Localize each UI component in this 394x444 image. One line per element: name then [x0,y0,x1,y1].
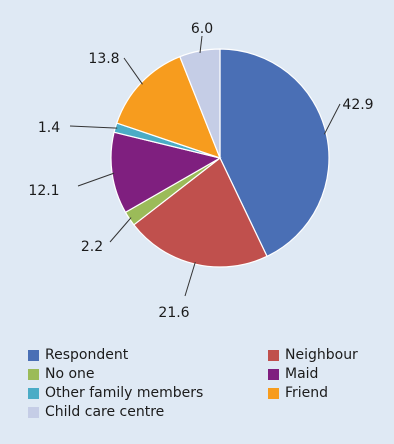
data-label-other-family-members: 1.4 [38,120,60,136]
leader-line-other-family-members [69,125,118,129]
legend-swatch [28,368,39,380]
pie-slice-respondent [219,48,330,258]
leader-line-respondent [323,103,341,135]
legend-label: Other family members [45,385,204,401]
legend-label: Neighbour [285,347,358,363]
legend-item-no-one: No one [28,366,95,382]
legend-item-child-care-centre: Child care centre [28,404,164,420]
legend-swatch [28,387,39,399]
leader-line-no-one [109,217,132,243]
pie-chart-canvas: 42.9 21.6 2.2 12.1 1.4 13.8 6.0 [28,21,373,321]
legend-swatch [268,368,279,380]
legend-label: Respondent [45,347,129,363]
legend-swatch [268,349,279,361]
data-label-maid: 12.1 [28,183,59,199]
leader-line-maid [77,172,115,187]
legend-item-maid: Maid [268,366,318,382]
legend-row: Child care centre [28,404,394,423]
legend-label: No one [45,366,95,382]
leader-line-neighbour [184,261,196,297]
legend-item-neighbour: Neighbour [268,347,358,363]
data-label-no-one: 2.2 [81,239,103,255]
legend-label: Friend [285,385,329,401]
leader-line-child-care-centre [199,35,203,53]
legend-item-other-family-members: Other family members [28,385,203,401]
legend-swatch [28,349,39,361]
legend-swatch [28,406,39,418]
legend-label: Child care centre [45,404,165,420]
data-label-neighbour: 21.6 [158,305,189,321]
legend-label: Maid [285,366,319,382]
legend-item-friend: Friend [268,385,328,401]
data-label-child-care-centre: 6.0 [191,21,213,37]
pie-slice-child-care-centre [179,48,221,159]
legend-swatch [268,387,279,399]
data-label-respondent: 42.9 [342,97,373,113]
leader-line-friend [123,57,143,85]
data-label-friend: 13.8 [88,51,119,67]
legend-row: Other family members Friend [28,385,394,404]
legend-item-respondent: Respondent [28,347,128,363]
legend-row: No one Maid [28,366,394,385]
legend-row: Respondent Neighbour [28,347,394,366]
legend: Respondent Neighbour No one Maid Other famil… [28,347,394,423]
